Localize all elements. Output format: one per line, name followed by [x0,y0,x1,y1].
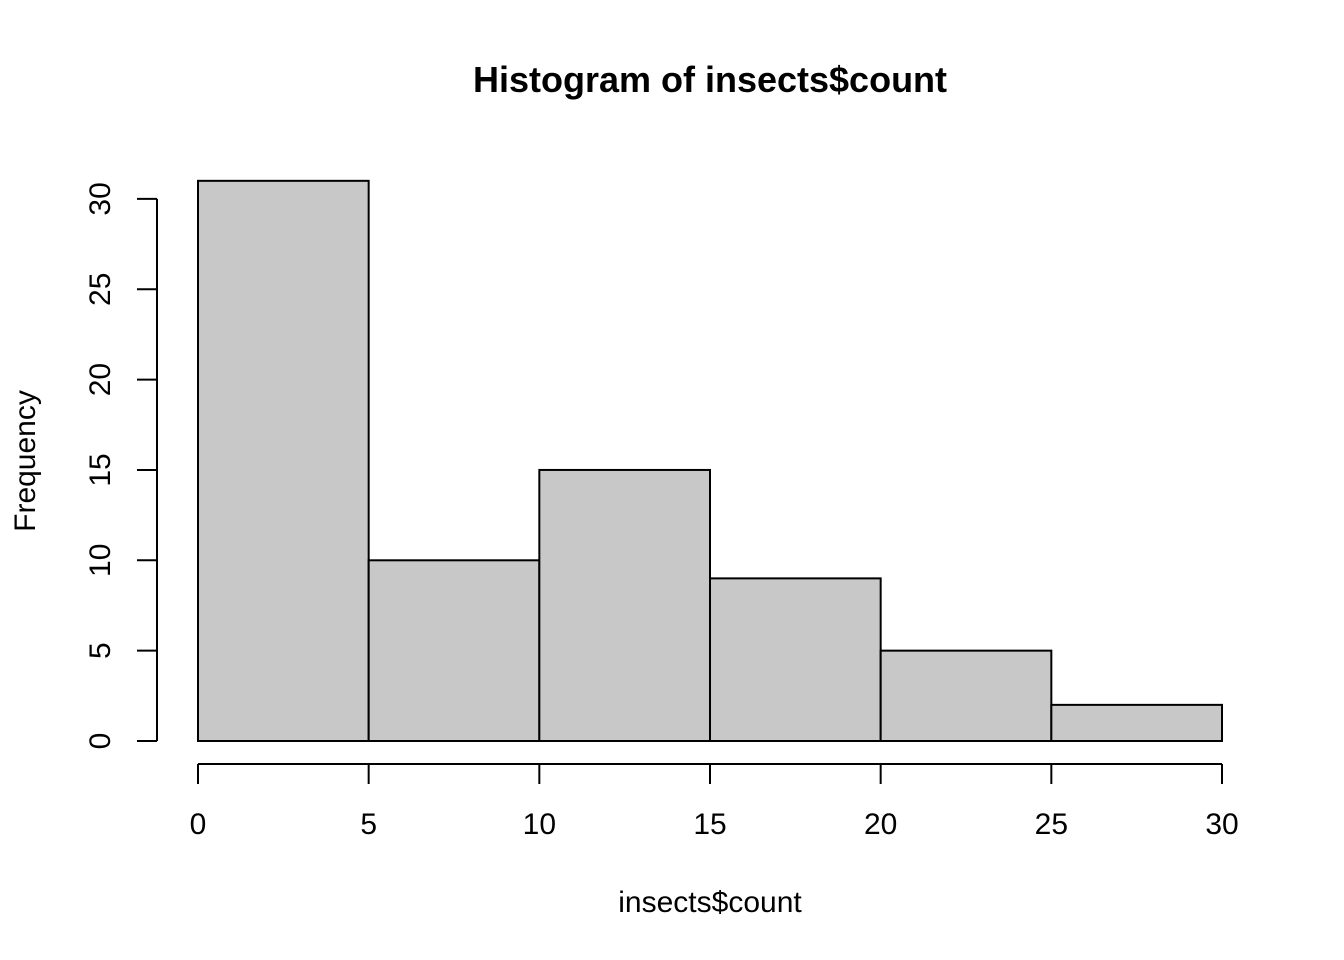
y-axis-label: Frequency [9,390,42,532]
x-tick-label-25: 25 [1035,808,1068,841]
x-axis: 0 5 10 15 20 25 30 [190,764,1239,841]
histogram-bar-25-30 [1051,705,1222,741]
y-tick-label-15: 15 [84,453,117,486]
y-tick-label-0: 0 [84,733,117,750]
bars-group [198,181,1222,741]
histogram-bar-20-25 [881,651,1052,741]
histogram-bar-0-5 [198,181,369,741]
histogram-bar-5-10 [369,560,540,741]
y-tick-label-5: 5 [84,642,117,659]
y-tick-label-30: 30 [84,182,117,215]
x-tick-label-10: 10 [523,808,556,841]
x-tick-label-15: 15 [693,808,726,841]
chart-title: Histogram of insects$count [473,59,947,100]
histogram-bar-15-20 [710,578,881,741]
y-tick-label-20: 20 [84,363,117,396]
y-tick-label-10: 10 [84,544,117,577]
y-tick-label-25: 25 [84,273,117,306]
x-tick-label-30: 30 [1205,808,1238,841]
x-tick-label-0: 0 [190,808,207,841]
histogram-bar-10-15 [539,470,710,741]
x-tick-label-5: 5 [360,808,377,841]
x-axis-label: insects$count [618,886,802,919]
x-tick-label-20: 20 [864,808,897,841]
y-axis: 0 5 10 15 20 25 30 [84,182,157,749]
